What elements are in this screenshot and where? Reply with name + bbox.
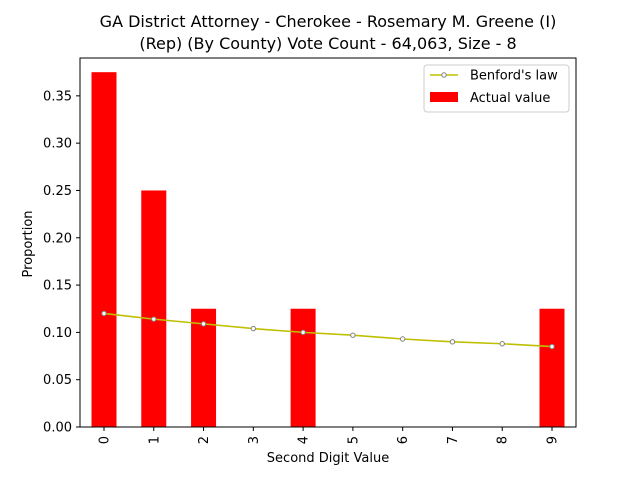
legend-bar-swatch [430, 92, 458, 102]
y-tick-label: 0.00 [43, 421, 72, 436]
x-tick-label: 5 [346, 436, 361, 444]
benford-point-6 [399, 336, 406, 342]
benford-point-1 [151, 316, 157, 322]
benford-point-9 [549, 343, 555, 350]
x-tick-label: 9 [546, 436, 561, 444]
x-tick-label: 2 [197, 436, 212, 444]
title-line: GA District Attorney - Cherokee - Rosema… [100, 12, 557, 31]
x-tick-label: 4 [297, 436, 312, 444]
benford-point-3 [250, 325, 257, 332]
bars-layer [91, 72, 565, 427]
bar-2 [191, 308, 217, 427]
bar-0 [91, 72, 117, 427]
benford-point-7 [449, 339, 456, 345]
y-tick-label: 0.05 [43, 373, 72, 388]
x-tick-label: 1 [147, 436, 162, 444]
x-tick-label: 6 [396, 436, 411, 444]
x-tick-label: 0 [98, 436, 113, 444]
y-tick-label: 0.30 [43, 137, 72, 152]
title-line: (Rep) (By County) Vote Count - 64,063, S… [139, 34, 516, 53]
y-axis-label: Proportion [21, 210, 36, 277]
benford-point-0 [101, 310, 107, 317]
benford-point-5 [350, 332, 356, 338]
y-tick-label: 0.10 [43, 326, 72, 341]
axes: 0.00 0.05 0.10 0.15 0.20 0.25 0.30 0.35 0 1 2 3 4 5 6 7… [43, 57, 577, 444]
bar-1 [141, 190, 167, 427]
plot-frame [79, 57, 577, 428]
x-tick-label: 8 [496, 436, 511, 444]
y-tick-label: 0.25 [43, 184, 72, 199]
bar-4 [290, 308, 316, 427]
y-tick-label: 0.20 [43, 231, 72, 246]
x-axis-label: Second Digit Value [267, 451, 389, 466]
legend-box [423, 64, 570, 113]
benford-point-4 [300, 329, 306, 336]
benford-point-2 [200, 321, 207, 327]
x-tick-label: 7 [446, 436, 461, 444]
x-tick-label: 3 [247, 436, 262, 444]
benford-point-8 [499, 341, 505, 347]
y-tick-label: 0.15 [43, 279, 72, 294]
benford-line [103, 312, 553, 348]
legend-line-marker [441, 72, 447, 78]
legend-label-benford: Benford's law [470, 69, 558, 84]
legend-label-actual: Actual value [470, 91, 550, 106]
legend: Benford's law Actual value [423, 64, 570, 113]
benford-line-layer [101, 310, 555, 350]
bar-9 [539, 308, 565, 427]
y-tick-label: 0.35 [43, 89, 72, 104]
chart-title: GA District Attorney - Cherokee - Rosema… [100, 12, 557, 53]
